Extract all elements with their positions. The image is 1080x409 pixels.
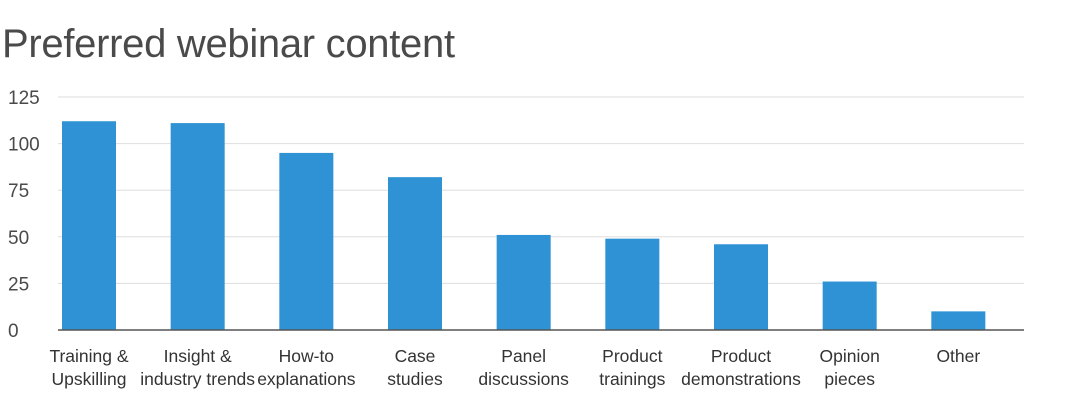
x-tick-label-1: Insight & industry trends xyxy=(140,346,255,389)
x-tick-label-line: Case xyxy=(395,346,436,366)
x-tick-label-line: discussions xyxy=(478,369,569,389)
y-tick-label-50: 50 xyxy=(8,228,29,249)
chart-title: Preferred webinar content xyxy=(2,22,455,66)
x-tick-label-line: Product xyxy=(602,346,662,366)
bar-8 xyxy=(931,311,986,330)
x-tick-label-line: Product xyxy=(711,346,771,366)
x-tick-label-line: How-to xyxy=(279,346,334,366)
x-tick-label-line: Panel xyxy=(501,346,546,366)
x-tick-label-line: Upskilling xyxy=(52,369,127,389)
x-tick-label-line: studies xyxy=(387,369,443,389)
y-axis-ticks: 0 25 50 75 100 125 xyxy=(8,88,40,342)
x-tick-label-line: explanations xyxy=(257,369,356,389)
bar-7 xyxy=(822,281,877,330)
bar-6 xyxy=(714,244,768,330)
y-tick-label-125: 125 xyxy=(8,88,40,109)
bar-4 xyxy=(496,234,551,330)
x-tick-label-5: Product trainings xyxy=(599,346,665,389)
bar-2 xyxy=(279,152,334,330)
x-tick-label-line: Training & xyxy=(49,346,128,366)
x-tick-label-3: Case studies xyxy=(387,346,443,389)
bar-0 xyxy=(62,121,116,331)
x-tick-label-line: pieces xyxy=(824,369,875,389)
x-tick-label-line: industry trends xyxy=(140,369,255,389)
x-tick-label-4: Panel discussions xyxy=(478,346,569,389)
x-tick-label-7: Opinion pieces xyxy=(820,346,880,389)
y-tick-label-100: 100 xyxy=(8,135,40,156)
x-tick-label-line: demonstrations xyxy=(681,369,801,389)
x-tick-label-line: Opinion xyxy=(820,346,880,366)
x-tick-label-0: Training & Upskilling xyxy=(49,346,128,389)
x-tick-label-line: Other xyxy=(936,346,980,366)
bar-5 xyxy=(605,238,660,330)
bar-3 xyxy=(388,177,442,330)
bar-1 xyxy=(170,123,225,330)
x-tick-label-line: trainings xyxy=(599,369,665,389)
y-tick-label-75: 75 xyxy=(8,181,29,202)
x-tick-label-2: How-to explanations xyxy=(257,346,356,389)
bars xyxy=(62,121,986,331)
x-tick-label-6: Product demonstrations xyxy=(681,346,801,389)
x-tick-label-line: Insight & xyxy=(164,346,232,366)
x-tick-label-8: Other xyxy=(936,346,980,366)
x-axis-labels: Training & Upskilling Insight & industry tr… xyxy=(49,346,980,389)
y-tick-label-25: 25 xyxy=(8,274,29,295)
y-tick-label-0: 0 xyxy=(8,321,19,342)
